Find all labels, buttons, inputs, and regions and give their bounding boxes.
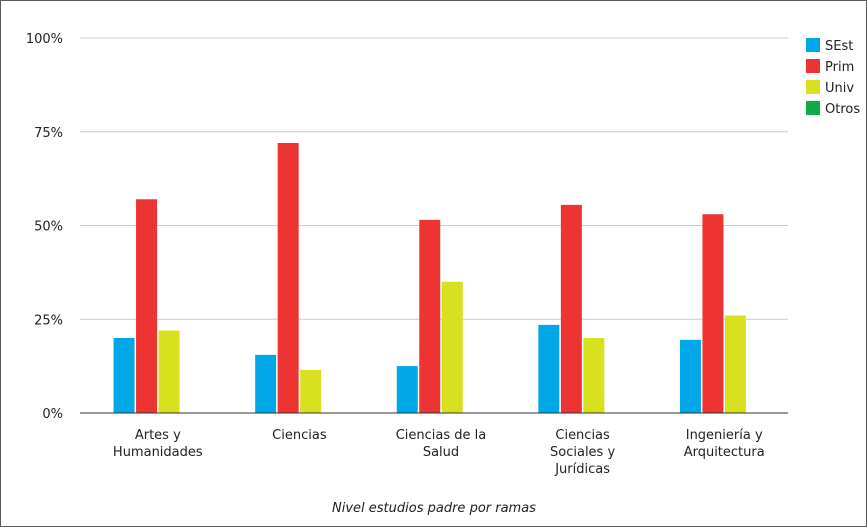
bar-sest-0[interactable] bbox=[113, 338, 135, 413]
bar-univ-2[interactable] bbox=[441, 281, 463, 413]
legend-swatch-univ bbox=[806, 80, 820, 94]
x-tick-label: Ciencias Sociales y Jurídicas bbox=[550, 428, 615, 477]
bar-prim-2[interactable] bbox=[419, 219, 441, 413]
x-tick-label: Artes y Humanidades bbox=[113, 428, 203, 460]
bar-univ-3[interactable] bbox=[583, 338, 605, 413]
bar-univ-0[interactable] bbox=[158, 330, 180, 414]
y-tick-label: 25% bbox=[34, 313, 63, 328]
x-tick-label: Ingeniería y Arquitectura bbox=[684, 428, 765, 460]
legend-label-otros: Otros bbox=[825, 102, 860, 117]
bar-sest-3[interactable] bbox=[538, 324, 560, 413]
y-axis-ticks: 0% 25% 50% 75% 100% bbox=[26, 32, 63, 422]
legend-swatch-otros bbox=[806, 101, 820, 115]
bar-univ-4[interactable] bbox=[724, 315, 746, 414]
legend-swatch-prim bbox=[806, 59, 820, 73]
legend-label-univ: Univ bbox=[825, 81, 854, 96]
y-tick-label: 75% bbox=[34, 126, 63, 141]
bar-prim-4[interactable] bbox=[702, 214, 724, 413]
legend-label-sest: SEst bbox=[825, 39, 853, 54]
legend: SEst Prim Univ Otros bbox=[806, 38, 860, 117]
x-axis-ticks: Artes y Humanidades Ciencias Ciencias de la… bbox=[113, 428, 765, 477]
legend-label-prim: Prim bbox=[825, 60, 854, 75]
x-tick-label: Ciencias bbox=[272, 428, 327, 443]
bar-prim-0[interactable] bbox=[136, 199, 158, 413]
legend-swatch-sest bbox=[806, 38, 820, 52]
x-axis-label: Nivel estudios padre por ramas bbox=[332, 501, 536, 516]
bars bbox=[113, 143, 746, 414]
y-tick-label: 50% bbox=[34, 220, 63, 235]
bar-prim-3[interactable] bbox=[560, 204, 582, 413]
bar-sest-1[interactable] bbox=[255, 354, 277, 413]
y-tick-label: 0% bbox=[42, 407, 63, 422]
bar-univ-1[interactable] bbox=[300, 369, 322, 413]
x-tick-label: Ciencias de la Salud bbox=[396, 428, 487, 460]
bar-prim-1[interactable] bbox=[277, 143, 299, 413]
bar-sest-2[interactable] bbox=[396, 366, 418, 413]
y-tick-label: 100% bbox=[26, 32, 63, 47]
bar-sest-4[interactable] bbox=[679, 339, 701, 413]
